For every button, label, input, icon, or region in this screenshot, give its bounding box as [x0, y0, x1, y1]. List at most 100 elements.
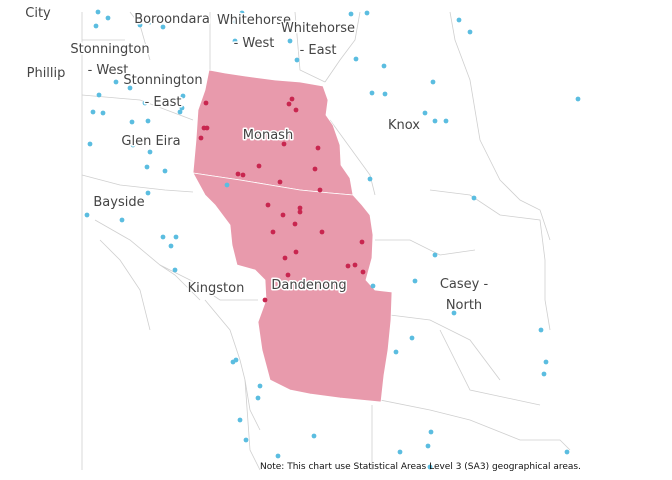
- label-casey-north-line1: Casey -: [440, 277, 489, 292]
- location-dot: [233, 19, 239, 25]
- location-dot: [129, 119, 135, 125]
- location-dot: [397, 449, 403, 455]
- highlighted-location-dot: [281, 141, 287, 147]
- location-dot: [467, 29, 473, 35]
- location-dot: [233, 357, 239, 363]
- highlighted-location-dot: [352, 262, 358, 268]
- highlighted-location-dot: [360, 269, 366, 275]
- highlighted-location-dot: [293, 249, 299, 255]
- location-dot: [177, 109, 183, 115]
- location-dot: [96, 92, 102, 98]
- highlighted-location-dot: [270, 229, 276, 235]
- location-dot: [432, 252, 438, 258]
- highlighted-location-dot: [265, 202, 271, 208]
- location-dot: [232, 38, 238, 44]
- location-dot: [382, 91, 388, 97]
- location-dot: [543, 359, 549, 365]
- location-dot: [84, 212, 90, 218]
- location-dot: [370, 283, 376, 289]
- location-dot: [381, 63, 387, 69]
- label-kingston: Kingston: [188, 281, 245, 296]
- label-whitehorse-east-line1: Whitehorse: [281, 21, 355, 36]
- highlighted-location-dot: [297, 205, 303, 211]
- location-dot: [179, 105, 185, 111]
- location-dot: [162, 168, 168, 174]
- highlighted-location-dot: [319, 229, 325, 235]
- highlighted-location-dot: [203, 100, 209, 106]
- location-dot: [100, 110, 106, 116]
- location-dot: [147, 19, 153, 25]
- highlighted-location-dot: [256, 163, 262, 169]
- highlighted-location-dots: [198, 96, 366, 303]
- location-dot: [294, 57, 300, 63]
- location-dot: [127, 85, 133, 91]
- highlighted-location-dot: [277, 179, 283, 185]
- location-dot: [224, 182, 230, 188]
- location-dot: [564, 449, 570, 455]
- location-dot: [275, 453, 281, 459]
- label-knox: Knox: [388, 118, 420, 133]
- label-port-phillip: Phillip: [27, 66, 66, 81]
- label-stonnington-west-line1: Stonnington: [70, 42, 149, 57]
- label-dandenong: Dandenong: [271, 278, 346, 293]
- location-dot: [243, 437, 249, 443]
- location-dot: [160, 234, 166, 240]
- label-stonnington-east-line1: Stonnington: [123, 73, 202, 88]
- highlighted-location-dot: [293, 107, 299, 113]
- location-dot: [144, 164, 150, 170]
- location-dot: [538, 327, 544, 333]
- other-location-dots: [84, 9, 581, 470]
- location-dot: [145, 190, 151, 196]
- location-dot: [348, 11, 354, 17]
- location-dot: [93, 23, 99, 29]
- location-dot: [471, 195, 477, 201]
- label-boroondara: Boroondara: [134, 12, 210, 27]
- highlighted-location-dot: [240, 172, 246, 178]
- highlighted-location-dot: [285, 272, 291, 278]
- location-dot: [443, 118, 449, 124]
- location-dot: [90, 109, 96, 115]
- label-whitehorse-east-line2: - East: [300, 43, 337, 58]
- location-dot: [456, 17, 462, 23]
- location-dot: [311, 433, 317, 439]
- location-dot: [168, 243, 174, 249]
- location-dot: [432, 118, 438, 124]
- location-dot: [412, 278, 418, 284]
- location-dot: [575, 96, 581, 102]
- label-bayside: Bayside: [93, 195, 144, 210]
- location-dot: [369, 90, 375, 96]
- highlighted-location-dot: [345, 263, 351, 269]
- location-dot: [287, 38, 293, 44]
- region-labels: City Boroondara Whitehorse - West Whiteh…: [24, 5, 490, 315]
- label-whitehorse-west-line1: Whitehorse: [217, 13, 291, 28]
- highlighted-location-dot: [262, 297, 268, 303]
- location-dot: [160, 24, 166, 30]
- location-dot: [105, 15, 111, 21]
- location-dot: [541, 371, 547, 377]
- location-dot: [430, 79, 436, 85]
- location-dot: [255, 395, 261, 401]
- label-glen-eira: Glen Eira: [121, 134, 180, 149]
- highlighted-location-dot: [204, 125, 210, 131]
- location-dot: [180, 93, 186, 99]
- highlighted-location-dot: [317, 187, 323, 193]
- location-dot: [451, 310, 457, 316]
- location-dot: [427, 464, 433, 470]
- region-dandenong[interactable]: [192, 172, 393, 403]
- highlighted-location-dot: [235, 171, 241, 177]
- region-monash[interactable]: [192, 69, 354, 196]
- label-stonnington-west-line2: - West: [88, 63, 129, 78]
- chart-note: Note: This chart use Statistical Areas L…: [260, 462, 581, 472]
- location-dot: [142, 100, 148, 106]
- location-dot: [428, 429, 434, 435]
- highlighted-location-dot: [312, 166, 318, 172]
- location-dot: [364, 10, 370, 16]
- location-dot: [409, 335, 415, 341]
- location-dot: [137, 22, 143, 28]
- location-dot: [172, 267, 178, 273]
- highlighted-location-dot: [280, 212, 286, 218]
- highlighted-location-dot: [297, 209, 303, 215]
- location-dot: [145, 118, 151, 124]
- location-dot: [367, 176, 373, 182]
